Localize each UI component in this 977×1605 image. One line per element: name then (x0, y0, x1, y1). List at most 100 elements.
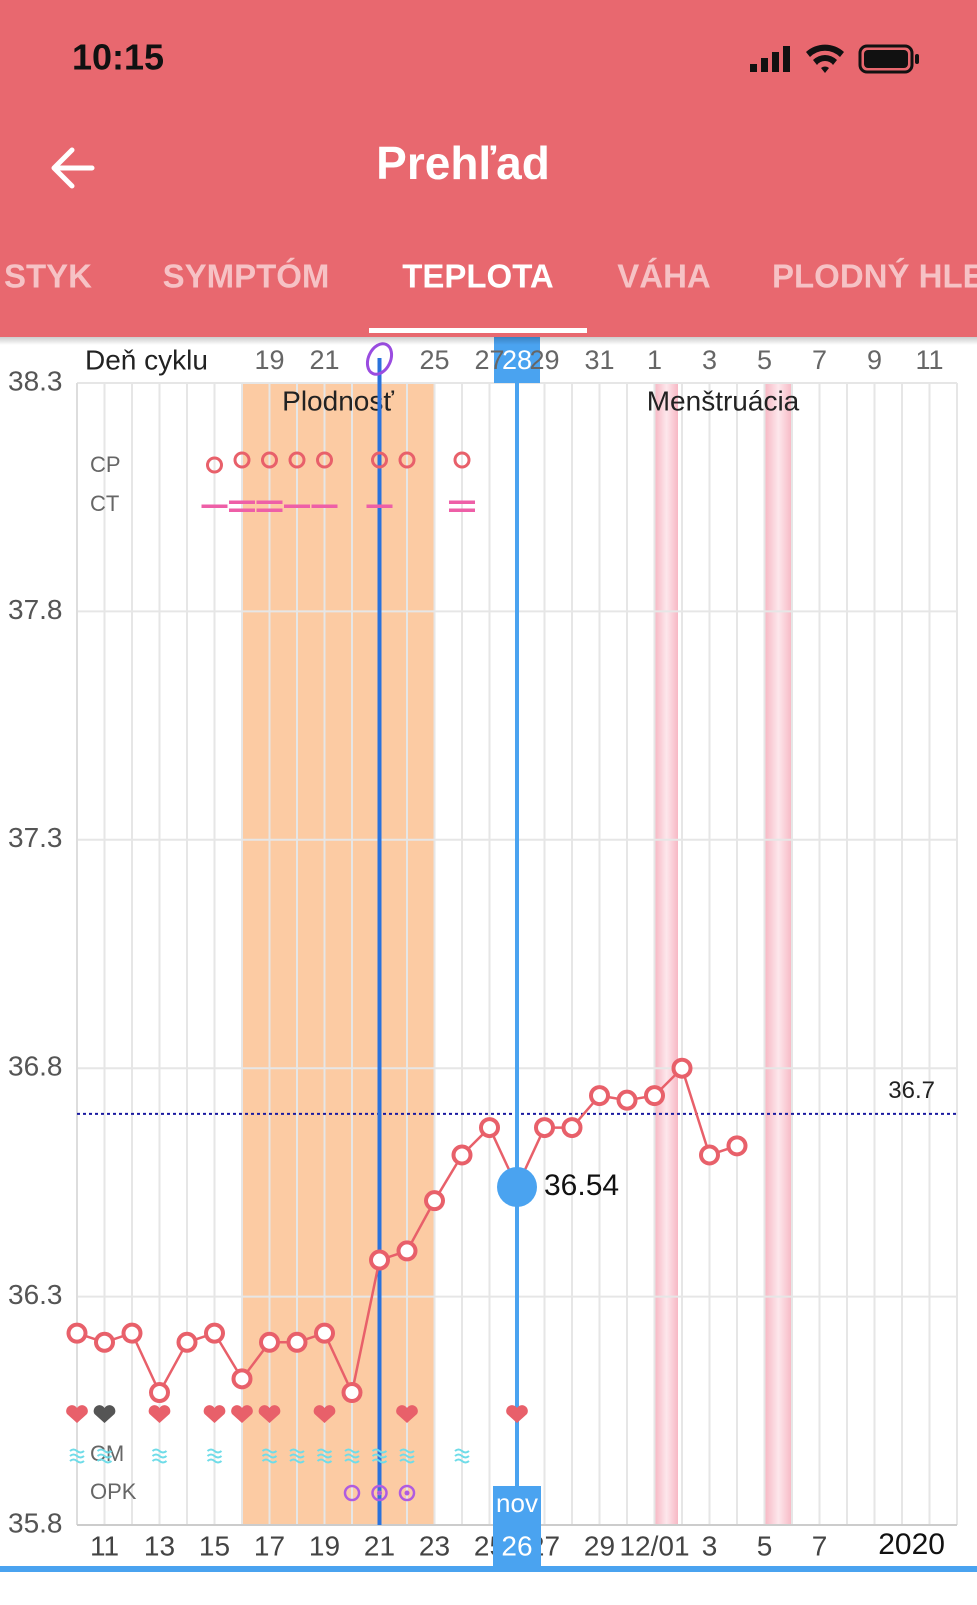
temperature-point[interactable] (369, 1249, 390, 1271)
x-tick-label: 3 (702, 1530, 718, 1561)
ct-mark (229, 500, 255, 504)
x-tick-label: 17 (254, 1530, 285, 1561)
intercourse-mark (258, 1405, 281, 1423)
month-label: nov (496, 1488, 538, 1518)
cm-mark (344, 1448, 360, 1464)
temperature-point[interactable] (616, 1089, 638, 1111)
temperature-point[interactable] (644, 1085, 665, 1107)
cycle-day-label: 21 (309, 345, 339, 375)
cycle-day-label: 9 (867, 345, 882, 375)
fertile-band (242, 383, 435, 1525)
temperature-point[interactable] (259, 1331, 280, 1353)
ct-mark (229, 508, 255, 512)
opk-dot (404, 1490, 410, 1496)
tab[interactable]: SYMPTÓM (163, 258, 330, 295)
temperature-point[interactable] (561, 1117, 583, 1139)
y-tick-label: 35.8 (8, 1507, 63, 1538)
y-tick-label: 36.3 (8, 1279, 63, 1310)
cycle-day-label: 7 (812, 345, 827, 375)
app-bar (0, 0, 977, 337)
menstruation-stripe (765, 383, 792, 1525)
x-tick-label: 15 (199, 1530, 230, 1561)
cm-mark (206, 1448, 223, 1464)
ct-mark (201, 504, 228, 508)
temperature-point[interactable] (341, 1382, 363, 1404)
x-tick-label: 12/01 (619, 1530, 689, 1561)
temperature-point[interactable] (534, 1117, 555, 1139)
intercourse-mark (231, 1405, 253, 1423)
temperature-point[interactable] (424, 1190, 445, 1212)
y-tick-label: 37.3 (8, 822, 63, 853)
temperature-point[interactable] (726, 1135, 748, 1157)
temperature-point[interactable] (231, 1368, 253, 1390)
temperature-point[interactable] (396, 1240, 418, 1262)
cp-mark (453, 451, 471, 469)
intercourse-mark (506, 1405, 528, 1423)
tab[interactable]: TEPLOTA (402, 258, 554, 295)
x-tick-label: 29 (584, 1530, 615, 1561)
x-tick-label: 19 (309, 1530, 340, 1561)
cm-mark (316, 1448, 333, 1464)
tab[interactable]: VÁHA (617, 258, 711, 295)
opk-mark (398, 1484, 416, 1502)
temperature-point[interactable] (479, 1117, 500, 1139)
x-tick-label: 11 (90, 1530, 119, 1561)
title: Prehľad (376, 137, 550, 189)
temperature-point[interactable] (176, 1331, 198, 1353)
ct-mark (366, 504, 393, 508)
cm-mark (399, 1448, 415, 1464)
y-tick-label: 38.3 (8, 365, 63, 396)
x-tick-label: 23 (419, 1530, 450, 1561)
temperature-point[interactable] (314, 1322, 335, 1344)
plot: 35.8 36.3 36.8 37.3 37.8 38.3 Plodnosť Menštruá… (0, 337, 977, 1600)
temperature-point[interactable] (66, 1322, 88, 1344)
cp-mark (316, 451, 333, 469)
opk-dot (377, 1490, 382, 1496)
menstruation-stripe (655, 383, 678, 1525)
tab[interactable]: STYK (4, 258, 92, 295)
row-label: OPK (90, 1479, 137, 1504)
cm-mark (261, 1448, 278, 1464)
opk-mark (371, 1484, 388, 1502)
coverline-label: 36.7 (888, 1077, 935, 1104)
row-label: CT (90, 491, 119, 516)
selected-point[interactable] (497, 1166, 537, 1207)
temperature-point[interactable] (451, 1144, 473, 1166)
ct-mark (449, 508, 475, 512)
cycle-label: Deň cyklu (85, 344, 208, 375)
cycle-day-label: 31 (584, 345, 614, 375)
cycle-day-label: 3 (702, 345, 717, 375)
temperature-point[interactable] (121, 1322, 143, 1344)
temperature-point[interactable] (286, 1331, 308, 1353)
intercourse-mark (148, 1405, 171, 1423)
temperature-point[interactable] (149, 1382, 170, 1404)
temperature-point[interactable] (204, 1322, 225, 1344)
cycle-day-label: 5 (757, 345, 772, 375)
temperature-point[interactable] (589, 1085, 610, 1107)
ct-mark (256, 500, 283, 504)
cycle-day-label: 27 (474, 345, 504, 375)
temperature-point[interactable] (671, 1057, 693, 1079)
temperature-point[interactable] (94, 1331, 115, 1353)
tab-indicator (369, 328, 587, 333)
cp-mark (206, 456, 223, 474)
cycle-day-label: 29 (529, 345, 559, 375)
cycle-day-label: 19 (254, 345, 284, 375)
cp-mark (261, 451, 278, 469)
cp-mark (398, 451, 416, 469)
status-time: 10:15 (72, 37, 164, 78)
temperature-point[interactable] (699, 1144, 720, 1166)
cm-mark (289, 1448, 305, 1464)
shadow (0, 337, 977, 345)
status-icons (750, 44, 919, 74)
cp-mark (371, 451, 388, 469)
cm-mark (151, 1448, 168, 1464)
back-button[interactable] (51, 147, 95, 189)
cp-mark (233, 451, 251, 469)
row-label: CP (90, 452, 121, 477)
cm-mark (371, 1448, 388, 1464)
intercourse-mark (203, 1405, 226, 1423)
tab[interactable]: PLODNÝ HLEN (772, 258, 977, 295)
